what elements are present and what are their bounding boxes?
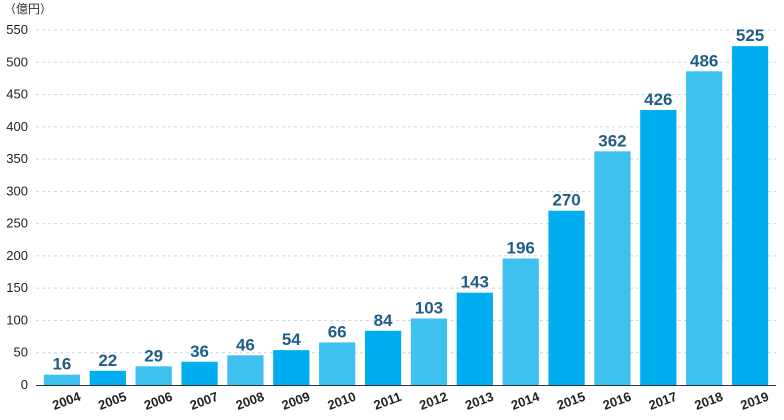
bar-2017 [640,110,677,385]
bar-2016 [594,151,631,385]
x-tick-label: 2007 [188,389,220,413]
data-label-2011: 84 [374,311,393,330]
bar-2006 [135,366,172,385]
bar-2010 [319,342,356,385]
y-axis-unit-label: （億円） [4,2,52,16]
data-label-2019: 525 [736,26,764,45]
x-tick-label: 2018 [692,389,724,413]
data-label-2016: 362 [598,131,626,150]
data-label-2005: 22 [98,351,117,370]
data-label-2009: 54 [282,330,301,349]
x-tick-label: 2011 [372,389,404,413]
bar-2018 [686,71,723,386]
y-tick-label: 150 [6,280,28,295]
bar-2005 [89,370,126,385]
x-tick-label: 2014 [509,389,542,413]
bar-2015 [548,210,585,385]
bar-2011 [364,330,402,385]
y-tick-label: 0 [21,377,28,392]
x-axis-ticks: 2004 2005 2006 2007 2008 2009 2010 2011 2012 2013… [50,389,770,413]
data-label-2006: 29 [144,346,163,365]
bar-2019 [731,46,769,386]
x-tick-label: 2005 [96,389,128,413]
data-label-2008: 46 [236,335,255,354]
x-tick-label: 2004 [50,389,83,413]
bars [43,46,769,386]
data-label-2014: 196 [507,238,535,257]
data-label-2015: 270 [552,191,580,210]
y-tick-label: 300 [6,183,28,198]
bar-2014 [502,258,539,385]
data-label-2012: 103 [415,299,443,318]
data-label-2018: 486 [690,51,718,70]
data-label-2013: 143 [461,273,489,292]
x-tick-label: 2006 [142,389,174,413]
x-tick-label: 2015 [555,389,587,413]
y-tick-label: 200 [6,248,28,263]
y-tick-label: 450 [6,87,28,102]
y-axis-ticks: 0 50 100 150 200 250 300 350 400 450 500 550 [6,22,28,392]
y-tick-label: 50 [14,345,28,360]
bar-2012 [410,318,448,385]
bar-2007 [181,361,218,385]
x-tick-label: 2019 [738,389,770,413]
data-labels: 16 22 29 36 46 54 66 84 103 143 196 270 362 426 486 525 [52,26,764,374]
y-tick-label: 100 [6,312,28,327]
y-tick-label: 500 [6,54,28,69]
y-tick-label: 550 [6,22,28,37]
x-tick-label: 2010 [325,389,357,413]
bar-2013 [456,292,493,385]
bar-2004 [43,374,81,385]
x-tick-label: 2013 [463,389,495,413]
data-label-2010: 66 [328,322,347,341]
x-tick-label: 2008 [234,389,266,413]
data-label-2004: 16 [52,355,71,374]
data-label-2007: 36 [190,342,209,361]
y-tick-label: 350 [6,151,28,166]
x-tick-label: 2012 [417,389,449,413]
x-tick-label: 2016 [601,389,633,413]
x-tick-label: 2009 [280,389,312,413]
bar-2008 [227,355,264,385]
y-tick-label: 250 [6,216,28,231]
data-label-2017: 426 [644,90,672,109]
y-tick-label: 400 [6,119,28,134]
x-tick-label: 2017 [647,389,679,413]
bar-2009 [273,350,310,385]
